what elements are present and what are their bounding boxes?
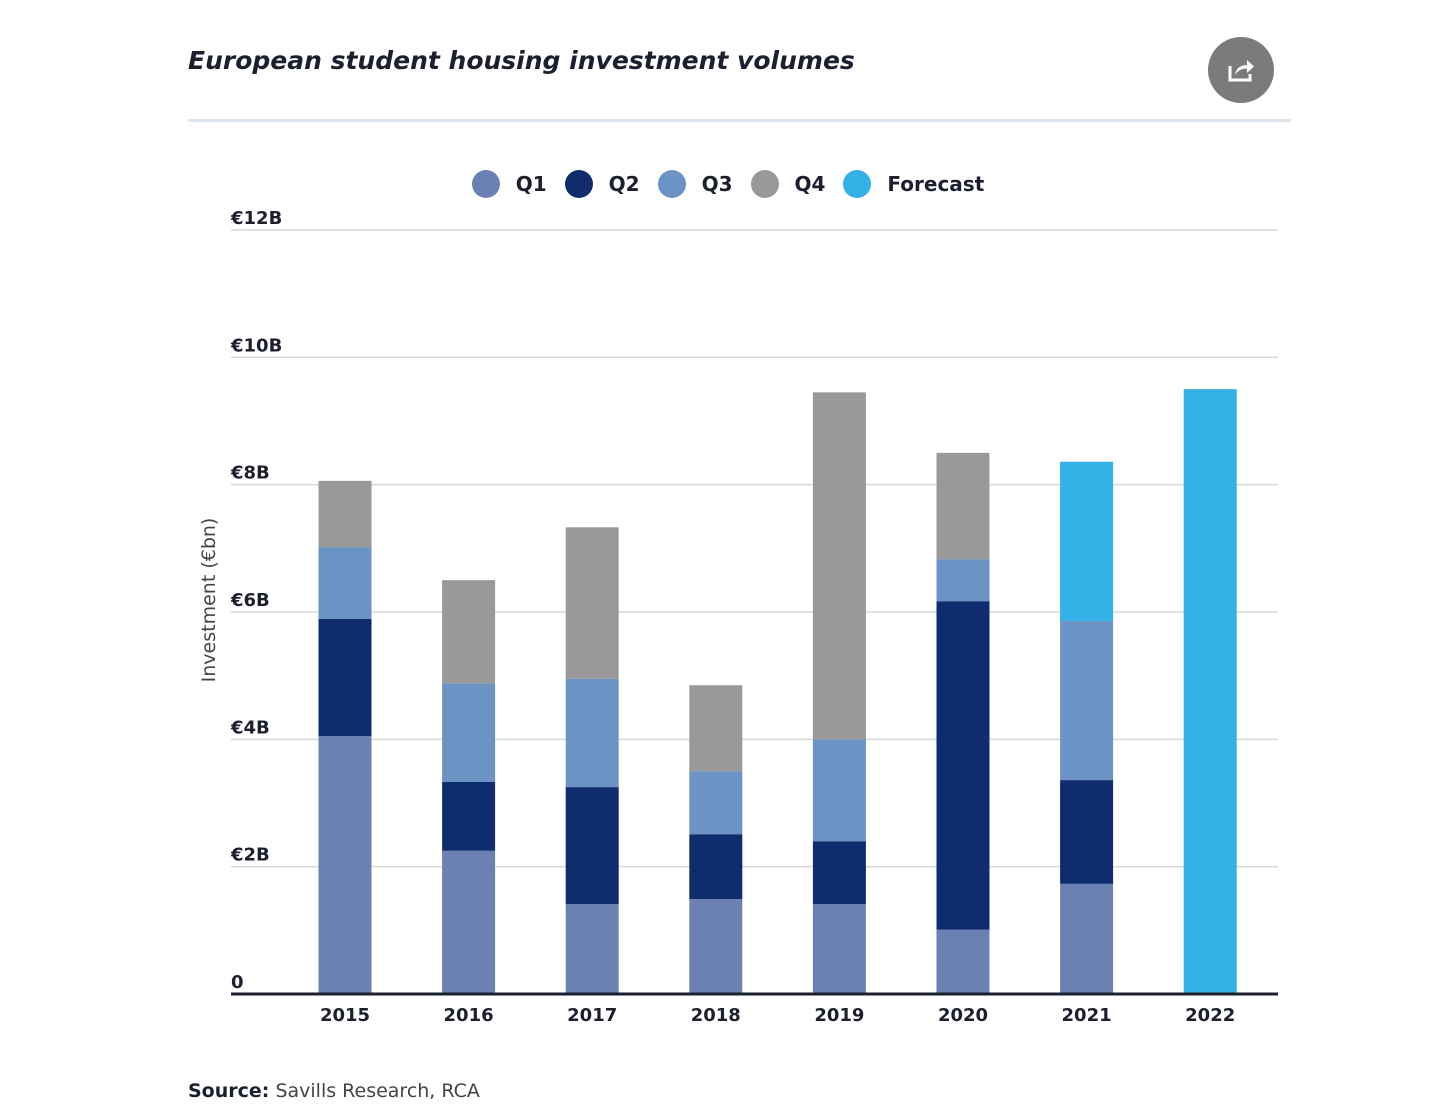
bar-2016-q3[interactable] — [442, 683, 496, 782]
bar-2018-q2[interactable] — [689, 834, 743, 900]
legend-swatch — [657, 170, 686, 198]
x-tick-label: 2019 — [814, 1005, 864, 1026]
y-tick-label: €6B — [230, 590, 270, 611]
y-tick-label: 0 — [231, 972, 244, 993]
x-tick-label: 2018 — [691, 1005, 741, 1026]
bar-2019-q2[interactable] — [812, 841, 866, 905]
share-icon — [1228, 60, 1254, 82]
share-button[interactable] — [1208, 37, 1274, 103]
bar-2019-q1[interactable] — [812, 904, 866, 994]
y-tick-label: €2B — [230, 845, 270, 866]
bar-2021-forecast[interactable] — [1060, 461, 1114, 621]
legend-item-q1[interactable]: Q1 — [471, 170, 547, 198]
bar-2020-q3[interactable] — [936, 559, 990, 602]
bar-2016-q1[interactable] — [442, 850, 496, 994]
x-tick-label: 2017 — [567, 1005, 617, 1026]
y-tick-label: €12B — [230, 208, 282, 229]
legend-swatch — [843, 170, 872, 198]
legend-swatch — [471, 170, 500, 198]
bar-2017-q4[interactable] — [565, 527, 619, 679]
source-note: Source: Savills Research, RCA — [188, 1080, 480, 1102]
y-axis-label: Investment (€bn) — [198, 518, 220, 683]
bar-2021-q3[interactable] — [1060, 620, 1114, 781]
bar-2018-q3[interactable] — [689, 771, 743, 835]
bar-2021-q2[interactable] — [1060, 780, 1114, 884]
legend-label: Forecast — [887, 172, 985, 196]
x-tick-label: 2021 — [1062, 1005, 1112, 1026]
y-tick-label: €8B — [230, 463, 270, 484]
bar-2015-q2[interactable] — [318, 619, 372, 737]
bar-2021-q1[interactable] — [1060, 883, 1114, 994]
bar-2017-q2[interactable] — [565, 787, 619, 905]
legend-label: Q4 — [794, 172, 826, 196]
x-tick-label: 2015 — [320, 1005, 370, 1026]
x-tick-label: 2016 — [444, 1005, 494, 1026]
legend-item-q2[interactable]: Q2 — [564, 170, 640, 198]
bar-2019-q4[interactable] — [812, 392, 866, 740]
legend-swatch — [564, 170, 593, 198]
title-divider — [188, 119, 1291, 122]
y-tick-label: €4B — [230, 717, 270, 738]
legend: Q1 Q2 Q3 Q4 Forecast — [0, 170, 1430, 198]
x-tick-label: 2020 — [938, 1005, 988, 1026]
legend-item-q3[interactable]: Q3 — [657, 170, 733, 198]
bar-2020-q2[interactable] — [936, 601, 990, 930]
bar-2017-q3[interactable] — [565, 678, 619, 788]
bar-2018-q4[interactable] — [689, 685, 743, 772]
bar-2015-q4[interactable] — [318, 480, 372, 548]
source-text: Savills Research, RCA — [275, 1080, 480, 1102]
legend-label: Q1 — [515, 172, 547, 196]
legend-swatch — [750, 170, 779, 198]
source-label: Source: — [188, 1080, 270, 1102]
chart-title: European student housing investment volu… — [188, 46, 855, 75]
bar-2015-q3[interactable] — [318, 547, 372, 620]
legend-label: Q2 — [608, 172, 640, 196]
legend-item-forecast[interactable]: Forecast — [843, 170, 984, 198]
legend-label: Q3 — [701, 172, 733, 196]
bar-2016-q4[interactable] — [442, 580, 496, 684]
bar-2015-q1[interactable] — [318, 736, 372, 994]
x-tick-label: 2022 — [1185, 1005, 1235, 1026]
bar-2020-q4[interactable] — [936, 452, 990, 560]
bar-2017-q1[interactable] — [565, 904, 619, 994]
bar-2020-q1[interactable] — [936, 929, 990, 994]
bar-2018-q1[interactable] — [689, 899, 743, 994]
bar-2019-q3[interactable] — [812, 739, 866, 842]
y-tick-label: €10B — [230, 335, 282, 356]
legend-item-q4[interactable]: Q4 — [750, 170, 826, 198]
bar-2022-forecast[interactable] — [1183, 389, 1237, 995]
bar-2016-q2[interactable] — [442, 781, 496, 851]
